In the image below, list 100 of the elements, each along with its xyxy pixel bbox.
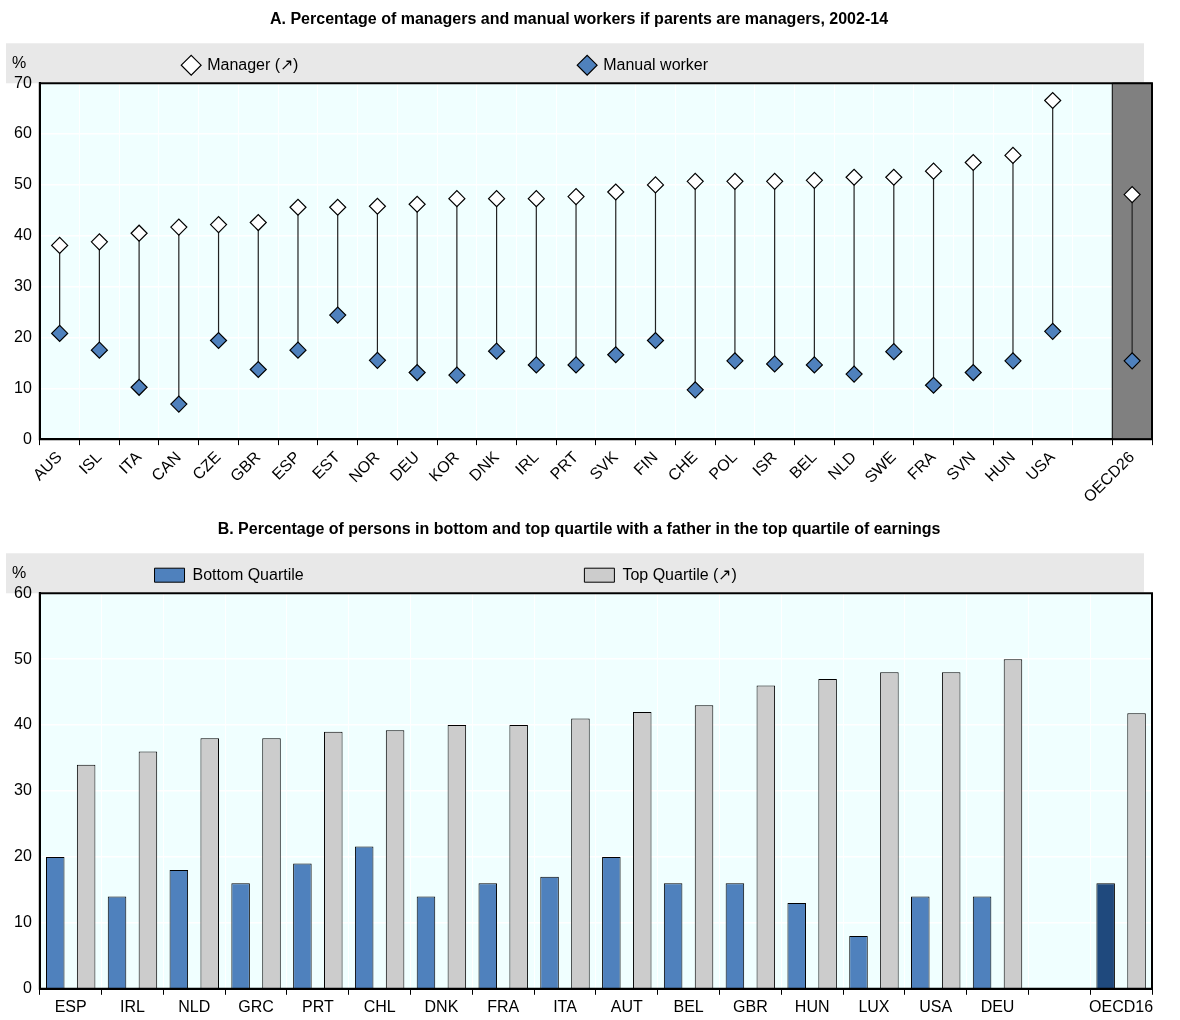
x-tick-label: NLD	[178, 997, 211, 1015]
point	[924, 162, 943, 180]
point	[90, 341, 108, 359]
x-tick-label: IRL	[511, 448, 542, 478]
y-tick-label: 40	[14, 715, 32, 733]
x-tick-label: IRL	[120, 997, 146, 1015]
x-tick-label: DEU	[980, 997, 1015, 1015]
point	[448, 190, 466, 208]
legend-label: Manager (↗)	[207, 55, 566, 73]
y-tick-label: 10	[14, 378, 32, 396]
point	[766, 355, 784, 373]
point	[726, 172, 744, 190]
y-tick-label: 70	[14, 73, 32, 91]
x-tick-label: ISR	[749, 448, 780, 480]
point	[527, 190, 545, 208]
x-tick-label: DNK	[424, 997, 459, 1015]
x-tick-label: FIN	[630, 448, 661, 479]
y-tick-label: 0	[22, 429, 32, 447]
y-axis-title: %	[12, 53, 27, 71]
point	[170, 395, 188, 413]
x-tick-label: PRT	[301, 997, 334, 1015]
x-tick-label: BEL	[786, 448, 820, 482]
x-tick-label: GBR	[733, 997, 768, 1015]
y-tick-label: 30	[14, 277, 32, 295]
point	[1123, 352, 1141, 370]
point	[448, 366, 466, 384]
point	[329, 198, 347, 216]
point	[209, 215, 228, 234]
point	[726, 352, 744, 370]
point	[408, 363, 426, 382]
legend-label: Bottom Quartile	[192, 565, 571, 583]
legend-label: Manual worker	[603, 55, 975, 73]
x-tick-label: LUX	[858, 997, 890, 1015]
y-tick-label: 10	[14, 913, 32, 931]
point	[885, 168, 903, 186]
point	[130, 378, 148, 396]
point	[805, 356, 823, 374]
point	[527, 356, 545, 374]
y-tick-label: 60	[14, 583, 32, 601]
point	[488, 190, 506, 208]
point	[1004, 352, 1022, 370]
legend-label: Top Quartile (↗)	[622, 565, 1004, 583]
y-axis-title: %	[12, 563, 27, 581]
point	[249, 360, 267, 379]
point	[289, 198, 307, 216]
point	[567, 356, 585, 374]
chart-title: B. Percentage of persons in bottom and top quartile with a father in the top quartile of earnings	[217, 520, 941, 538]
y-tick-label: 0	[22, 979, 32, 997]
chart-title: A. Percentage of managers and manual workers if parents are managers, 2002-14	[269, 10, 889, 28]
y-tick-label: 20	[14, 847, 32, 865]
point	[51, 324, 69, 342]
point	[1123, 185, 1141, 204]
x-tick-label: OECD16	[1089, 997, 1154, 1015]
point	[924, 376, 943, 394]
point	[805, 171, 823, 189]
point	[686, 381, 704, 399]
x-tick-label: FRA	[487, 997, 520, 1015]
point	[646, 176, 665, 194]
point	[845, 365, 863, 383]
point	[1044, 322, 1062, 340]
y-tick-label: 20	[14, 327, 32, 345]
point	[885, 343, 903, 361]
y-tick-label: 30	[14, 781, 32, 799]
point	[368, 351, 387, 369]
point	[249, 213, 267, 232]
y-tick-label: 60	[14, 124, 32, 142]
point	[130, 224, 148, 242]
point	[686, 172, 704, 190]
x-tick-label: HUN	[794, 997, 830, 1015]
x-tick-label: USA	[1022, 447, 1059, 484]
point	[368, 197, 387, 215]
point	[607, 183, 625, 201]
point	[289, 341, 307, 359]
point	[488, 342, 506, 360]
x-tick-label: ITA	[115, 447, 145, 477]
point	[329, 306, 347, 324]
x-tick-label: ITA	[553, 997, 578, 1015]
point	[90, 233, 108, 251]
point	[567, 188, 585, 206]
point	[209, 331, 228, 350]
y-tick-label: 50	[14, 649, 32, 667]
point	[408, 195, 426, 213]
point	[845, 168, 863, 186]
point	[1004, 146, 1022, 165]
x-tick-label: BEL	[673, 997, 704, 1015]
y-tick-label: 50	[14, 175, 32, 193]
point	[964, 363, 982, 382]
x-tick-label: AUT	[610, 997, 644, 1015]
x-tick-label: ESP	[54, 997, 87, 1015]
x-tick-label: ISL	[75, 448, 105, 478]
point	[51, 236, 69, 255]
x-tick-label: USA	[919, 997, 953, 1015]
x-tick-label: POL	[705, 448, 741, 483]
point	[170, 218, 188, 236]
point	[607, 346, 625, 364]
point	[1044, 91, 1062, 110]
point	[646, 331, 665, 350]
x-tick-label: FRA	[904, 447, 939, 483]
point	[964, 153, 982, 172]
x-tick-label: NLD	[824, 448, 860, 483]
